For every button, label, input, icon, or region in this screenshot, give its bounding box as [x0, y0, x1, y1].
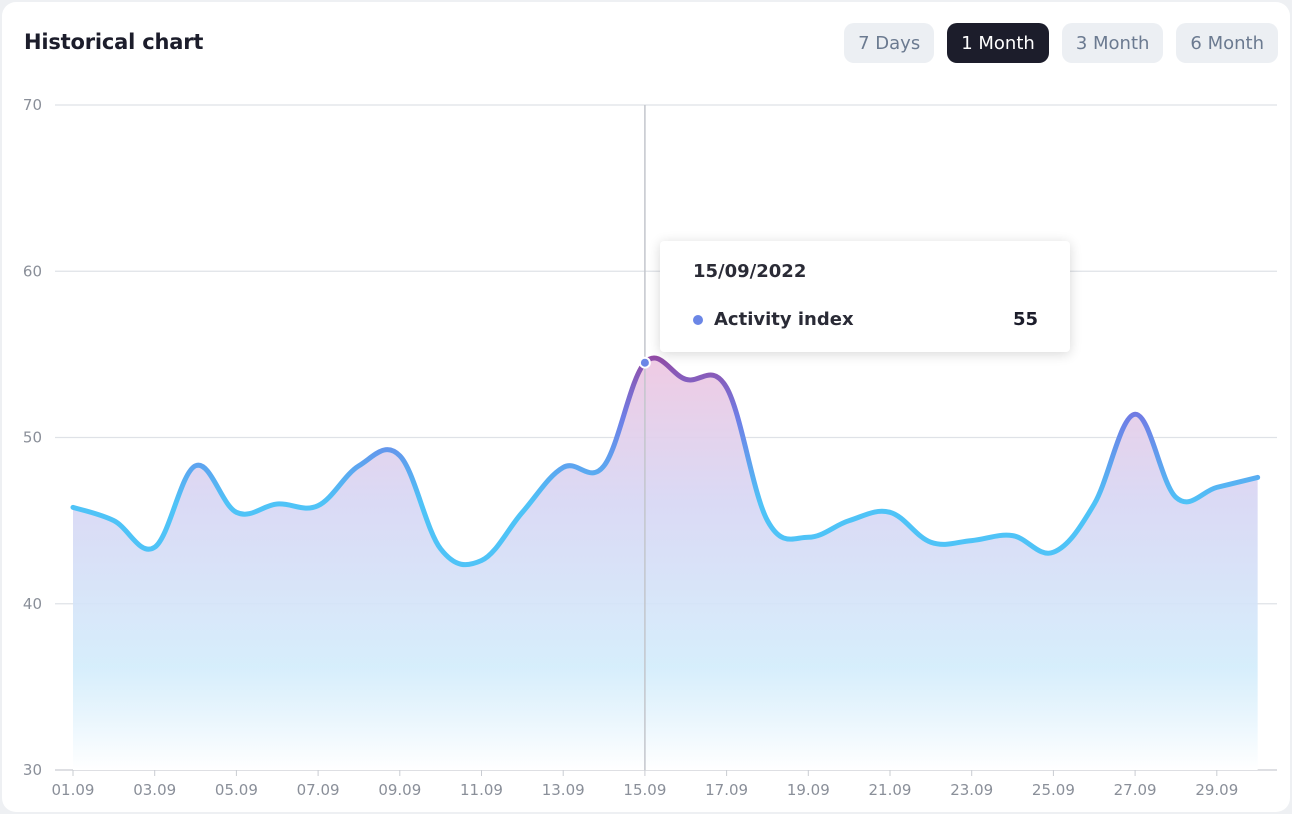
data-point	[194, 464, 198, 468]
x-tick-label: 21.09	[869, 781, 912, 799]
series-dot-icon	[693, 315, 703, 325]
range-7-days-button[interactable]: 7 Days	[844, 23, 935, 63]
range-3-month-button[interactable]: 3 Month	[1061, 23, 1164, 63]
x-tick-label: 17.09	[705, 781, 748, 799]
area-fill	[73, 357, 1258, 770]
x-tick-label: 19.09	[787, 781, 830, 799]
data-point	[1256, 475, 1260, 479]
x-tick-label: 29.09	[1195, 781, 1238, 799]
data-point	[765, 519, 769, 523]
data-point	[1133, 412, 1137, 416]
data-point	[112, 519, 116, 523]
range-selector: 7 Days 1 Month 3 Month 6 Month	[844, 23, 1278, 63]
data-point	[1011, 534, 1015, 538]
x-tick-label: 11.09	[460, 781, 503, 799]
x-tick-label: 15.09	[623, 781, 666, 799]
x-tick-label: 09.09	[378, 781, 421, 799]
data-point	[684, 377, 688, 381]
x-tick-label: 25.09	[1032, 781, 1075, 799]
data-point	[71, 505, 75, 509]
data-point	[153, 545, 157, 549]
data-point	[847, 519, 851, 523]
y-tick-label: 40	[23, 595, 42, 613]
data-point	[439, 547, 443, 551]
data-point	[1092, 502, 1096, 506]
data-point	[1215, 485, 1219, 489]
series-line-activity-index	[70, 355, 1261, 568]
y-tick-label: 60	[23, 262, 42, 280]
data-point	[275, 502, 279, 506]
tooltip-series-label: Activity index	[714, 309, 854, 330]
data-point	[725, 386, 729, 390]
highlighted-data-point	[638, 356, 651, 369]
data-point	[929, 540, 933, 544]
range-6-month-button[interactable]: 6 Month	[1176, 23, 1278, 63]
tooltip-date: 15/09/2022	[693, 261, 807, 282]
data-point	[520, 510, 524, 514]
data-point	[398, 454, 402, 458]
x-tick-label: 23.09	[950, 781, 993, 799]
x-tick-label: 03.09	[133, 781, 176, 799]
data-point	[888, 510, 892, 514]
data-point	[602, 464, 606, 468]
data-point	[970, 539, 974, 543]
data-point	[1051, 550, 1055, 554]
tooltip-value: 55	[1012, 309, 1038, 330]
chart-tooltip: 15/09/2022 Activity index 55	[660, 241, 1070, 352]
x-tick-label: 07.09	[297, 781, 340, 799]
x-tick-label: 01.09	[52, 781, 95, 799]
chart-title: Historical chart	[24, 30, 204, 54]
x-tick-label: 05.09	[215, 781, 258, 799]
data-point	[316, 504, 320, 508]
y-tick-label: 70	[23, 96, 42, 114]
data-point	[1174, 495, 1178, 499]
data-point	[480, 559, 484, 563]
x-tick-label: 13.09	[542, 781, 585, 799]
range-1-month-button[interactable]: 1 Month	[947, 23, 1049, 63]
data-point	[561, 465, 565, 469]
y-tick-label: 30	[23, 761, 42, 779]
data-point	[806, 535, 810, 539]
x-tick-label: 27.09	[1114, 781, 1157, 799]
y-tick-label: 50	[23, 429, 42, 447]
data-point	[234, 510, 238, 514]
data-point	[357, 464, 361, 468]
